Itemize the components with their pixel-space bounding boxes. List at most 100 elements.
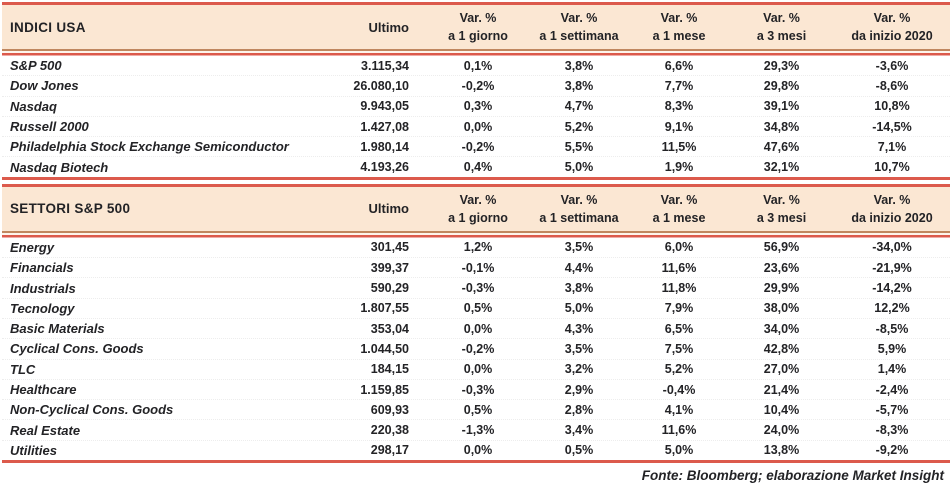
column-header-ultimo: Ultimo (368, 19, 409, 35)
var-value: -5,7% (875, 402, 909, 417)
var-value: 7,7% (664, 78, 694, 93)
var-value: 3,4% (564, 423, 594, 438)
header-double-rule (2, 49, 950, 56)
var-value: 0,5% (463, 402, 493, 417)
var-value: -34,0% (872, 240, 912, 255)
ultimo-value: 3.115,34 (361, 58, 409, 73)
row-label: Healthcare (10, 382, 77, 397)
row-label: Utilities (10, 442, 57, 458)
var-value: 29,3% (763, 58, 800, 73)
var-value: 5,0% (564, 301, 594, 316)
var-value: 11,8% (661, 281, 697, 296)
table-row: Healthcare 1.159,85 -0,3% 2,9% -0,4% 21,4% -2,… (2, 378, 950, 399)
var-value: 6,0% (664, 240, 694, 255)
table-body-indici-usa: S&P 500 3.115,34 0,1% 3,8% 6,6% 29,3% -3,6% Dow… (2, 56, 950, 177)
row-label: Dow Jones (10, 78, 79, 94)
ultimo-value: 353,04 (370, 321, 409, 336)
var-value: 3,5% (564, 240, 594, 255)
row-label: Russell 2000 (10, 119, 89, 135)
var-value: 0,5% (463, 301, 493, 316)
table-bottom-rule (2, 176, 950, 180)
row-label: Basic Materials (10, 321, 105, 337)
var-value: 10,4% (763, 402, 800, 417)
column-header-var-inizio-2020: Var. % da inizio 2020 (851, 192, 933, 225)
column-header-var-inizio-2020: Var. % da inizio 2020 (851, 10, 933, 43)
var-value: -3,6% (875, 58, 909, 73)
table-row: Russell 2000 1.427,08 0,0% 5,2% 9,1% 34,8% -14… (2, 115, 950, 136)
column-header-var-1-mese: Var. % a 1 mese (652, 192, 706, 225)
row-label: Nasdaq (10, 98, 57, 114)
table-row: Nasdaq Biotech 4.193,26 0,4% 5,0% 1,9% 32,1% 1… (2, 156, 950, 176)
var-value: 2,8% (564, 402, 594, 417)
var-value: 0,1% (463, 58, 493, 73)
ultimo-value: 4.193,26 (360, 160, 409, 175)
source-line: Fonte: Bloomberg; elaborazione Market In… (641, 468, 944, 483)
var-value: -8,3% (875, 423, 909, 438)
var-value: -0,1% (461, 260, 495, 275)
row-label: Nasdaq Biotech (10, 159, 109, 175)
table-row: Nasdaq 9.943,05 0,3% 4,7% 8,3% 39,1% 10,8% (2, 95, 950, 116)
table-bottom-rule (2, 460, 950, 464)
ultimo-value: 298,17 (370, 443, 409, 458)
row-label: TLC (10, 361, 36, 377)
ultimo-value: 26.080,10 (353, 78, 409, 93)
ultimo-value: 220,38 (370, 423, 409, 438)
var-value: 7,9% (664, 301, 694, 316)
var-value: -14,2% (872, 281, 912, 296)
var-value: 7,5% (664, 341, 694, 356)
var-value: 13,8% (763, 443, 800, 458)
var-value: 39,1% (763, 99, 800, 114)
ultimo-value: 9.943,05 (360, 99, 409, 114)
var-value: 7,1% (877, 139, 907, 154)
var-value: 5,9% (877, 341, 907, 356)
var-value: 10,8% (874, 99, 910, 114)
table-row: Industrials 590,29 -0,3% 3,8% 11,8% 29,9% -14,… (2, 277, 950, 297)
row-label: Energy (10, 239, 55, 255)
var-value: 42,8% (763, 341, 800, 356)
var-value: 32,1% (763, 160, 800, 175)
var-value: 5,0% (664, 443, 694, 458)
var-value: 3,8% (564, 78, 594, 93)
var-value: 4,1% (664, 402, 694, 417)
ultimo-value: 609,93 (370, 402, 409, 417)
var-value: 11,5% (661, 139, 697, 154)
row-label: S&P 500 (10, 58, 62, 74)
ultimo-value: 1.980,14 (360, 139, 409, 154)
var-value: -21,9% (872, 260, 912, 275)
var-value: 4,7% (564, 99, 594, 114)
table-row: Tecnology 1.807,55 0,5% 5,0% 7,9% 38,0% 12,2% (2, 297, 950, 318)
ultimo-value: 301,45 (370, 240, 409, 255)
var-value: -0,4% (662, 382, 696, 397)
var-value: 11,6% (661, 423, 697, 438)
var-value: -8,6% (875, 78, 909, 93)
var-value: 0,0% (463, 443, 493, 458)
var-value: 0,0% (463, 119, 493, 134)
row-label: Financials (10, 260, 74, 276)
var-value: 1,2% (463, 240, 493, 255)
table-row: Basic Materials 353,04 0,0% 4,3% 6,5% 34,0% -8… (2, 317, 950, 338)
table-body-settori-sp500: Energy 301,45 1,2% 3,5% 6,0% 56,9% -34,0% Finan… (2, 238, 950, 460)
ultimo-value: 590,29 (370, 281, 409, 296)
ultimo-value: 1.427,08 (360, 119, 409, 134)
var-value: 6,5% (664, 321, 694, 336)
var-value: 0,3% (463, 99, 493, 114)
var-value: -0,3% (461, 382, 495, 397)
row-label: Philadelphia Stock Exchange Semiconducto… (10, 139, 289, 155)
column-header-var-3-mesi: Var. % a 3 mesi (756, 10, 807, 43)
table-row: Philadelphia Stock Exchange Semiconducto… (2, 136, 950, 156)
ultimo-value: 399,37 (370, 260, 409, 275)
var-value: 3,8% (564, 281, 594, 296)
table-row: Dow Jones 26.080,10 -0,2% 3,8% 7,7% 29,8% -8,6… (2, 75, 950, 95)
var-value: 27,0% (763, 362, 800, 377)
table-header-settori-sp500: SETTORI S&P 500 Ultimo Var. % a 1 giorno … (2, 183, 950, 231)
column-header-var-3-mesi: Var. % a 3 mesi (756, 192, 807, 225)
var-value: 1,4% (877, 362, 907, 377)
table-row: Real Estate 220,38 -1,3% 3,4% 11,6% 24,0% -8,3… (2, 419, 950, 439)
var-value: 23,6% (763, 260, 800, 275)
row-label: Cyclical Cons. Goods (10, 341, 144, 357)
var-value: -0,2% (461, 78, 495, 93)
var-value: 1,9% (664, 160, 694, 175)
var-value: 4,4% (564, 260, 594, 275)
var-value: 21,4% (763, 382, 800, 397)
